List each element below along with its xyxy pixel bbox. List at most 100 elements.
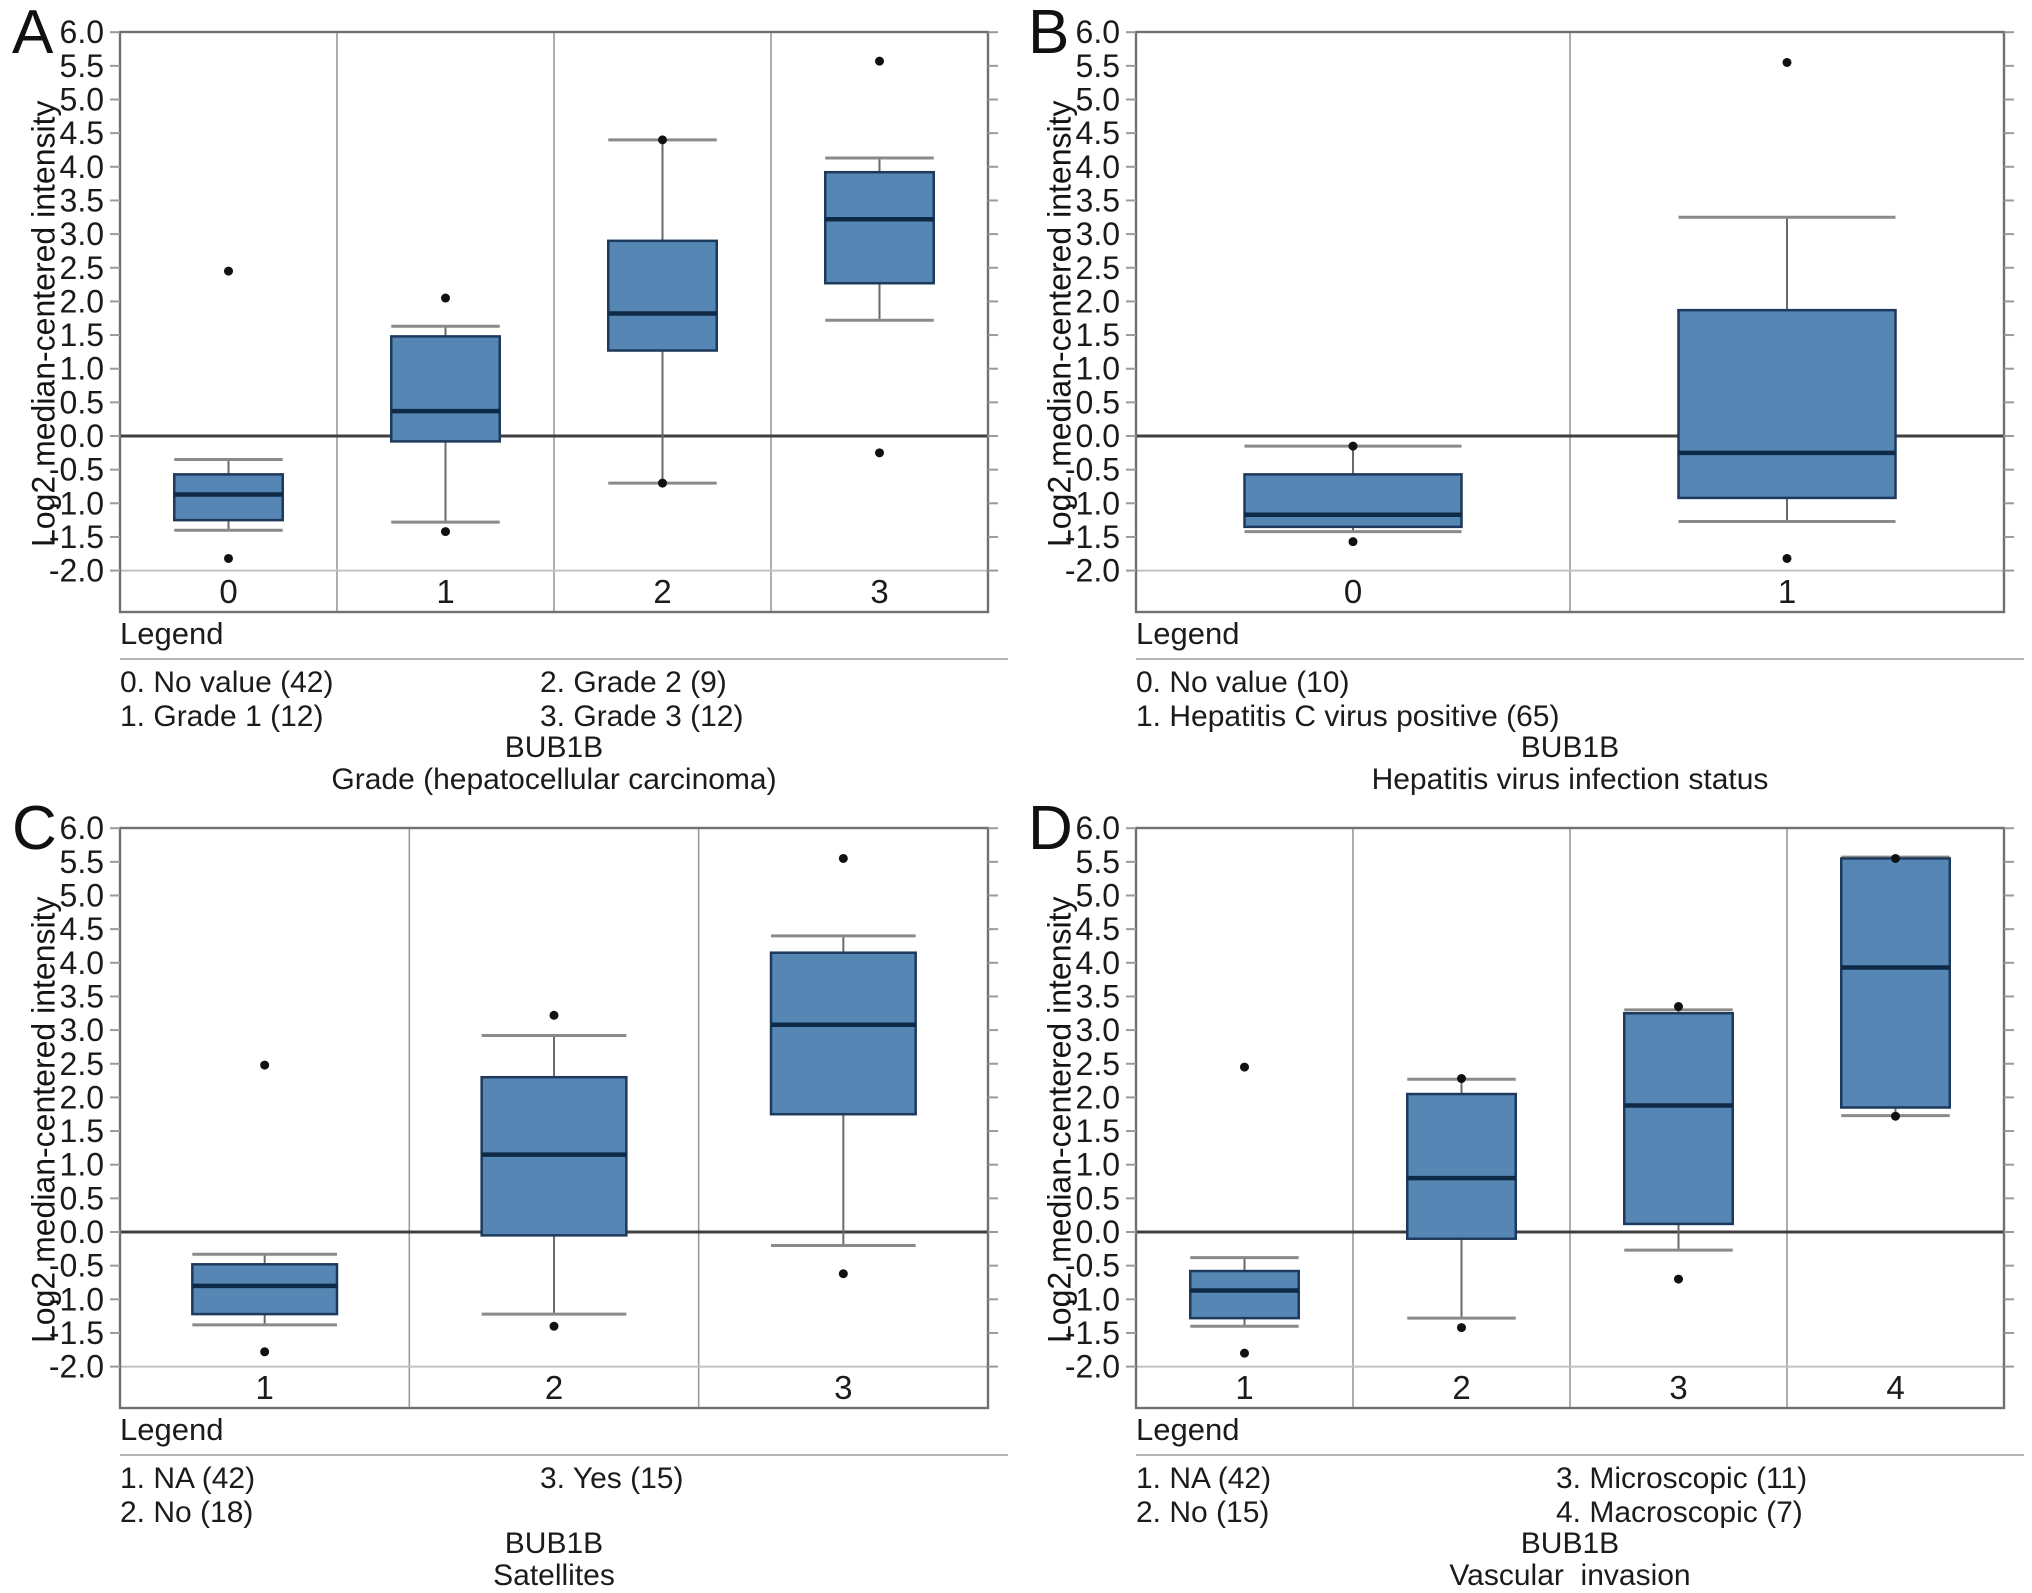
svg-text:3.0: 3.0 [60, 1012, 104, 1048]
y-axis-label: Log2 median-centered intensity [25, 100, 62, 548]
panel-d: D 6.0 5.5 5.0 4.5 4.0 3.5 3.0 2.5 2.0 1.5 1.0 0.5 0.… [1016, 794, 2032, 1592]
svg-text:5.0: 5.0 [1076, 878, 1120, 914]
svg-text:0: 0 [1344, 573, 1362, 610]
svg-text:4: 4 [1886, 1369, 1904, 1406]
legend-block: Legend 0. No value (10) 1. Hepatitis C vi… [1136, 616, 2024, 738]
svg-text:2.5: 2.5 [60, 250, 104, 286]
svg-text:1.5: 1.5 [60, 317, 104, 353]
svg-text:0.0: 0.0 [1076, 418, 1120, 454]
legend-item: 2. No (15) [1136, 1496, 1270, 1529]
svg-text:2: 2 [1452, 1369, 1470, 1406]
svg-text:1: 1 [436, 573, 454, 610]
svg-text:1.5: 1.5 [1076, 317, 1120, 353]
legend-item: 2. Grade 2 (9) [540, 666, 727, 699]
svg-text:5.5: 5.5 [60, 48, 104, 84]
svg-text:-1.5: -1.5 [1065, 519, 1120, 555]
svg-text:0: 0 [219, 573, 237, 610]
svg-text:-1.5: -1.5 [49, 1315, 104, 1351]
svg-text:3.0: 3.0 [1076, 1012, 1120, 1048]
legend-block: Legend 1. NA (42) 2. No (15) 3. Microscop… [1136, 1412, 2024, 1534]
svg-text:-0.5: -0.5 [49, 452, 104, 488]
legend-item: 3. Yes (15) [540, 1462, 684, 1495]
svg-text:-0.5: -0.5 [1065, 452, 1120, 488]
boxplot-svg-b: 6.05.55.04.54.03.53.02.52.01.51.00.50.0-… [1065, 14, 2014, 614]
panel-subtitle: Vascular invasion [1449, 1559, 1691, 1592]
svg-text:-1.5: -1.5 [49, 519, 104, 555]
svg-text:0.5: 0.5 [60, 1180, 104, 1216]
panel-subtitle: Satellites [493, 1559, 615, 1592]
svg-text:2.0: 2.0 [1076, 1079, 1120, 1115]
svg-text:2.5: 2.5 [60, 1046, 104, 1082]
legend-column-2: 2. Grade 2 (9) 3. Grade 3 (12) [540, 666, 743, 734]
legend-column-2: 3. Microscopic (11) 4. Macroscopic (7) [1556, 1462, 1807, 1530]
legend-item: 1. NA (42) [1136, 1462, 1272, 1495]
svg-text:4.0: 4.0 [60, 945, 104, 981]
legend-column-2: 3. Yes (15) [540, 1462, 683, 1496]
svg-text:6.0: 6.0 [1076, 810, 1120, 846]
svg-text:-1.5: -1.5 [1065, 1315, 1120, 1351]
svg-text:1.0: 1.0 [60, 1147, 104, 1183]
svg-text:-2.0: -2.0 [49, 1349, 104, 1385]
svg-text:3.5: 3.5 [1076, 978, 1120, 1014]
svg-text:2: 2 [545, 1369, 563, 1406]
svg-text:6.0: 6.0 [60, 810, 104, 846]
svg-text:2.0: 2.0 [60, 283, 104, 319]
svg-text:-1.0: -1.0 [49, 485, 104, 521]
svg-text:6.0: 6.0 [1076, 14, 1120, 50]
legend-item: 2. No (18) [120, 1496, 254, 1529]
gene-name: BUB1B [504, 731, 604, 764]
gene-name: BUB1B [504, 1527, 604, 1560]
svg-text:4.0: 4.0 [60, 149, 104, 185]
legend-column-1: 1. NA (42) 2. No (15) [1136, 1462, 1271, 1530]
legend-item: 0. No value (42) [120, 666, 334, 699]
svg-text:-1.0: -1.0 [49, 1281, 104, 1317]
gene-name: BUB1B [1520, 1527, 1620, 1560]
svg-text:2: 2 [653, 573, 671, 610]
svg-text:4.5: 4.5 [60, 115, 104, 151]
legend-item: 3. Microscopic (11) [1556, 1462, 1808, 1495]
panel-c: C 6.0 5.5 5.0 4.5 4.0 3.5 3.0 2.5 2.0 1.5 1.0 0.5 0.… [0, 794, 1016, 1592]
svg-text:1.5: 1.5 [60, 1113, 104, 1149]
svg-text:5.5: 5.5 [1076, 48, 1120, 84]
svg-text:4.5: 4.5 [1076, 115, 1120, 151]
legend-title: Legend [120, 616, 224, 651]
legend-item: 1. Grade 1 (12) [120, 700, 324, 733]
legend-divider [120, 1454, 1008, 1456]
svg-text:1: 1 [255, 1369, 273, 1406]
svg-text:5.0: 5.0 [60, 82, 104, 118]
panel-letter-d: D [1028, 794, 1073, 863]
svg-text:6.0: 6.0 [60, 14, 104, 50]
svg-text:3.0: 3.0 [1076, 216, 1120, 252]
y-axis-label: Log2 median-centered intensity [1041, 100, 1078, 548]
boxplot-svg-c: 6.05.55.04.54.03.53.02.52.01.51.00.50.0-… [49, 810, 998, 1410]
legend-column-1: 0. No value (10) 1. Hepatitis C virus pos… [1136, 666, 1560, 734]
svg-text:1: 1 [1235, 1369, 1253, 1406]
gene-name: BUB1B [1520, 731, 1620, 764]
legend-item: 1. Hepatitis C virus positive (65) [1136, 700, 1560, 733]
svg-text:2.0: 2.0 [60, 1079, 104, 1115]
svg-text:4.5: 4.5 [60, 911, 104, 947]
panel-subtitle: Hepatitis virus infection status [1371, 763, 1769, 796]
legend-divider [120, 658, 1008, 660]
legend-item: 3. Grade 3 (12) [540, 700, 744, 733]
svg-text:-0.5: -0.5 [1065, 1248, 1120, 1284]
svg-text:1.0: 1.0 [1076, 1147, 1120, 1183]
svg-text:5.0: 5.0 [1076, 82, 1120, 118]
legend-title: Legend [1136, 1412, 1240, 1447]
panel-b: B 6.0 5.5 5.0 4.5 4.0 3.5 3.0 2.5 2.0 1.5 1.0 0.5 0.… [1016, 0, 2032, 796]
panel-letter-a: A [12, 0, 54, 67]
svg-text:3: 3 [1669, 1369, 1687, 1406]
svg-text:-2.0: -2.0 [1065, 553, 1120, 589]
svg-text:2.0: 2.0 [1076, 283, 1120, 319]
svg-text:5.0: 5.0 [60, 878, 104, 914]
panel-letter-c: C [12, 794, 57, 863]
svg-text:1.5: 1.5 [1076, 1113, 1120, 1149]
svg-text:0.0: 0.0 [60, 1214, 104, 1250]
svg-text:-2.0: -2.0 [1065, 1349, 1120, 1385]
legend-item: 4. Macroscopic (7) [1556, 1496, 1803, 1529]
y-axis-label: Log2 median-centered intensity [1041, 896, 1078, 1344]
svg-text:3.0: 3.0 [60, 216, 104, 252]
svg-text:3: 3 [870, 573, 888, 610]
svg-text:-2.0: -2.0 [49, 553, 104, 589]
